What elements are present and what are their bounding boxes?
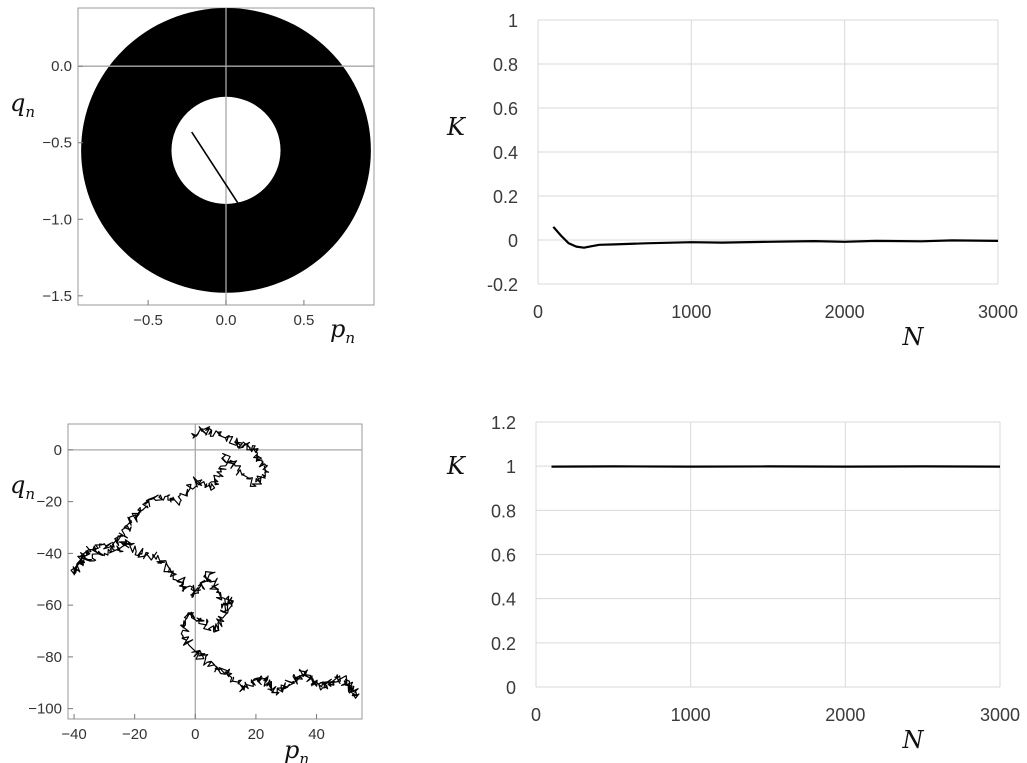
panel1-x-tick-label: 0.0: [216, 312, 237, 329]
panel1-y-tick-label: −0.5: [42, 135, 72, 152]
trajectory-path: [70, 426, 360, 699]
panel4-y-tick-label: 0.6: [491, 546, 516, 566]
panel4-y-tick-label: 1: [506, 457, 516, 477]
panel3-x-tick-label: −20: [122, 726, 147, 743]
panel4-y-tick-label: 1.2: [491, 413, 516, 433]
panel4-x-axis-label: N: [902, 726, 925, 754]
panel2-x-axis-label: N: [902, 323, 925, 351]
panel3-x-tick-label: 40: [308, 726, 325, 743]
panel2-x-tick-label: 1000: [671, 302, 711, 322]
panel2-y-tick-label: 0.6: [493, 99, 518, 119]
panel2-y-axis-label: K: [446, 113, 467, 141]
panel1-y-axis-label: qn: [10, 89, 35, 121]
panel1-y-tick-label: −1.0: [42, 211, 72, 228]
panel4-y-tick-label: 0.4: [491, 590, 516, 610]
panel1-y-tick-label: 0.0: [51, 58, 72, 75]
panel2-x-tick-label: 3000: [978, 302, 1018, 322]
panel3-x-tick-label: 0: [191, 726, 199, 743]
panel3-x-tick-label: 20: [248, 726, 265, 743]
panel1-y-axis-label-sub: n: [25, 103, 35, 121]
panel3-y-tick-label: −20: [37, 494, 62, 511]
panel4-x-tick-label: 0: [531, 705, 541, 725]
panel2-y-tick-label: 0: [508, 231, 518, 251]
panel2-y-tick-label: 0.2: [493, 187, 518, 207]
panel3-y-axis-label: qn: [10, 471, 35, 503]
panel2-y-tick-label: -0.2: [487, 275, 518, 295]
panel1-y-tick-label: −1.5: [42, 288, 72, 305]
panel2-series-line: [552, 226, 999, 249]
panel3-frame: [67, 423, 363, 720]
panel2-y-tick-label: 0.4: [493, 143, 518, 163]
panel4-x-tick-label: 2000: [825, 705, 865, 725]
panel4-x-tick-label: 1000: [671, 705, 711, 725]
panel3-y-tick-label: −100: [28, 701, 62, 718]
panel3-y-axis-label-sub: n: [25, 485, 35, 503]
panel3-y-tick-label: −40: [37, 545, 62, 562]
panel3-x-axis-label-base: p: [284, 736, 299, 763]
panel1-x-tick-label: −0.5: [133, 312, 163, 329]
panel1-x-axis-label-base: p: [330, 315, 345, 343]
panel1-y-axis-label-base: q: [10, 89, 25, 117]
panel3-x-tick-label: −40: [61, 726, 86, 743]
panel3-x-axis-label-sub: n: [299, 750, 309, 763]
panel3-x-axis-label: pn: [284, 736, 309, 763]
panel1-x-axis-label: pn: [330, 315, 355, 347]
panel2-x-tick-label: 0: [533, 302, 543, 322]
panel4-y-tick-label: 0.8: [491, 501, 516, 521]
panel3-y-tick-label: 0: [54, 442, 62, 459]
panel4-y-axis-label: K: [446, 452, 467, 480]
panel3-y-tick-label: −80: [37, 649, 62, 666]
panel3-y-tick-label: −60: [37, 597, 62, 614]
panel2-x-tick-label: 2000: [825, 302, 865, 322]
panel4-y-tick-label: 0.2: [491, 634, 516, 654]
panel1-x-axis-label-sub: n: [345, 329, 355, 347]
panel3-y-axis-label-base: q: [10, 471, 25, 499]
segment-line: [191, 131, 240, 205]
panel2-y-tick-label: 0.8: [493, 55, 518, 75]
panel2-y-tick-label: 1: [508, 11, 518, 31]
panel4-y-tick-label: 0: [506, 678, 516, 698]
panel1-x-tick-label: 0.5: [293, 312, 314, 329]
panel4-x-tick-label: 3000: [980, 705, 1020, 725]
